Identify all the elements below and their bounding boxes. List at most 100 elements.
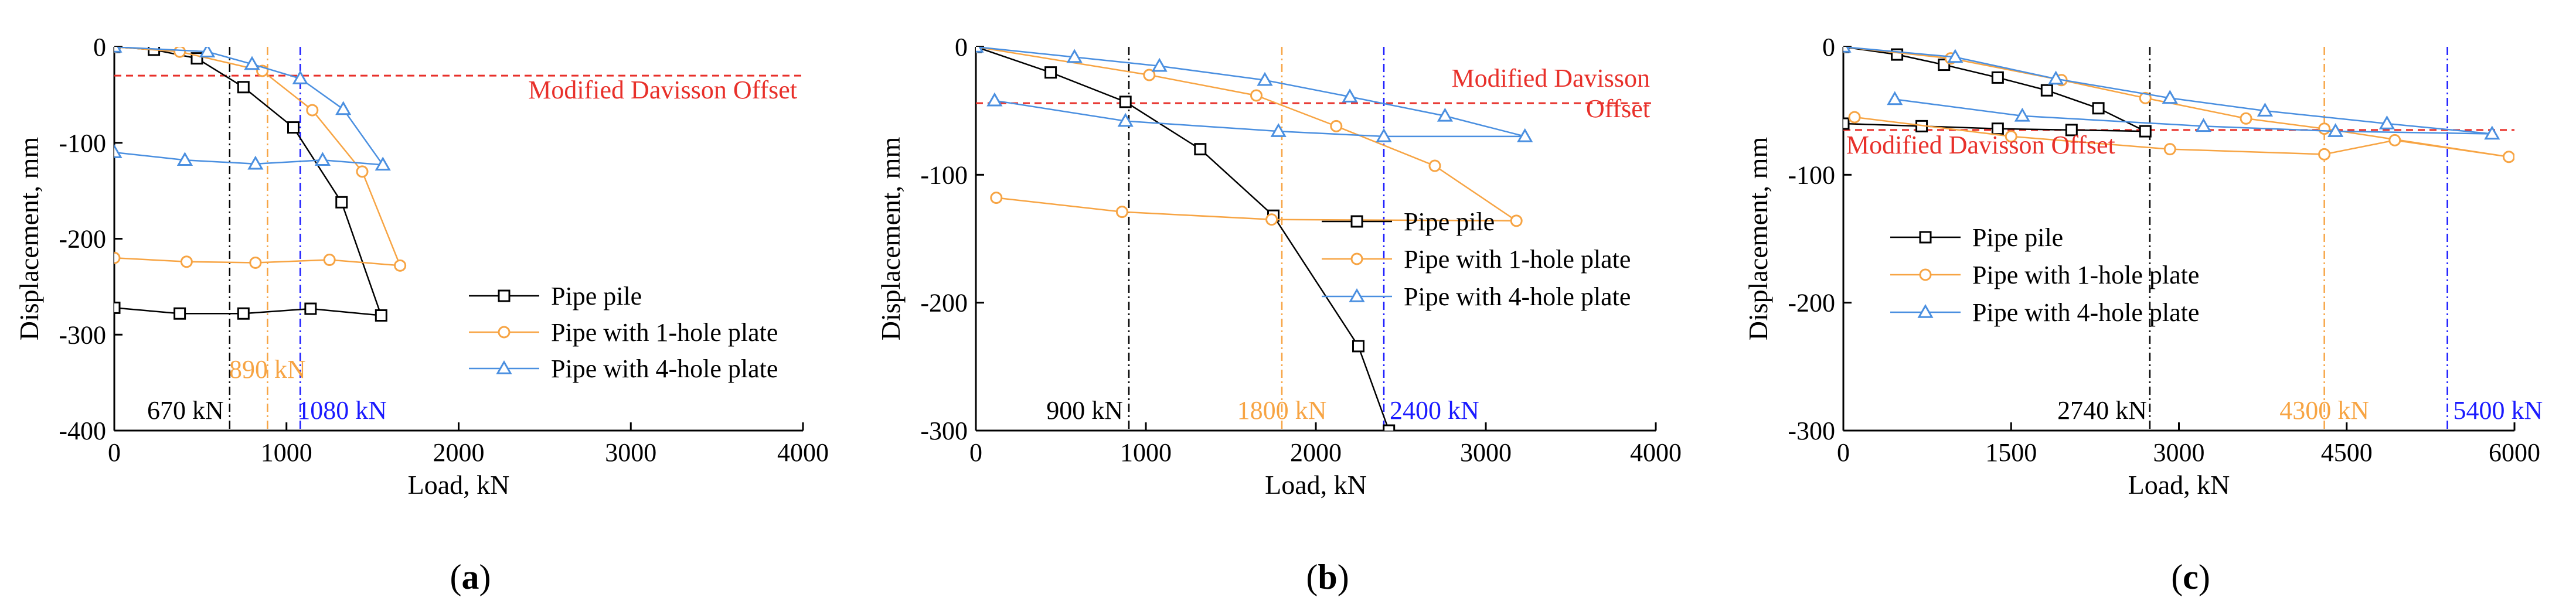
y-tick-label: -400 xyxy=(59,417,106,445)
y-tick-label: 0 xyxy=(1822,33,1835,62)
data-point xyxy=(335,101,352,115)
chart-panel-c: 0 1500 3000 4500 6000 0 -100 -200 -300 Load, kN Di… xyxy=(1743,33,2543,596)
y-tick-label: -300 xyxy=(59,320,106,349)
data-point xyxy=(2047,70,2064,85)
data-point xyxy=(1848,111,1861,124)
capacity-marker-label: 1800 kN xyxy=(1237,396,1327,425)
capacity-marker-label: 900 kN xyxy=(1046,396,1123,425)
x-tick-label: 0 xyxy=(1837,438,1850,467)
x-tick-label: 3000 xyxy=(605,438,656,467)
davisson-offset-label: Modified Davisson Offset xyxy=(1846,131,2115,159)
data-point xyxy=(335,196,348,209)
davisson-offset-label: Offset xyxy=(1586,94,1650,123)
data-point xyxy=(356,165,369,178)
legend-marker xyxy=(1919,231,1932,244)
y-tick-label: -100 xyxy=(59,129,106,158)
data-point xyxy=(1991,122,2004,135)
data-point xyxy=(199,47,216,57)
legend-marker xyxy=(1349,288,1365,302)
panel-label: (b) xyxy=(1306,558,1349,596)
x-axis-title: Load, kN xyxy=(1265,470,1367,500)
y-tick-label: -100 xyxy=(1788,161,1835,189)
legend-entry: Pipe pile xyxy=(551,282,642,310)
data-point xyxy=(2065,124,2078,136)
data-point xyxy=(1250,89,1263,102)
series-line-1 xyxy=(976,47,1519,222)
legend-entry: Pipe with 1-hole plate xyxy=(1404,245,1631,274)
data-point xyxy=(287,121,300,134)
chart-panel-b: 0 1000 2000 3000 4000 0 -100 -200 -300 Load, kN Di… xyxy=(876,33,1682,596)
data-point xyxy=(2388,134,2401,146)
y-tick-label: 0 xyxy=(93,33,106,62)
series-line-2 xyxy=(114,47,384,166)
data-point xyxy=(1117,112,1134,127)
capacity-marker-label: 2400 kN xyxy=(1390,396,1479,425)
data-point xyxy=(1352,340,1364,353)
capacity-marker-label: 5400 kN xyxy=(2454,396,2543,425)
data-point xyxy=(1119,95,1132,108)
capacity-marker-label: 1080 kN xyxy=(297,396,387,425)
legend-entry: Pipe with 4-hole plate xyxy=(1972,298,2199,327)
capacity-marker-label: 670 kN xyxy=(147,396,224,425)
series-group xyxy=(1843,47,2514,163)
legend-entry: Pipe pile xyxy=(1972,223,2063,252)
data-point xyxy=(2327,123,2344,137)
capacity-marker-label: 890 kN xyxy=(229,355,306,384)
data-point xyxy=(237,307,250,320)
x-tick-label: 2000 xyxy=(1290,438,1342,467)
data-point xyxy=(2005,130,2017,143)
data-point xyxy=(1383,424,1396,431)
x-tick-label: 1500 xyxy=(1985,438,2037,467)
data-point xyxy=(2318,122,2331,135)
data-point xyxy=(114,301,121,314)
y-tick-label: -300 xyxy=(920,417,968,445)
data-point xyxy=(1887,91,1903,105)
legend-marker xyxy=(1917,303,1934,318)
data-point xyxy=(180,255,193,268)
data-point xyxy=(1270,123,1287,137)
data-point xyxy=(2378,115,2395,129)
data-point xyxy=(2092,102,2105,115)
data-point xyxy=(1115,206,1128,219)
y-tick-label: 0 xyxy=(955,33,968,62)
data-point xyxy=(1044,66,1057,79)
x-axis-title: Load, kN xyxy=(408,470,510,500)
data-point xyxy=(176,152,193,166)
series-line-0 xyxy=(976,47,1390,431)
data-point xyxy=(114,144,122,158)
data-point xyxy=(2162,90,2178,104)
data-point xyxy=(990,192,1003,204)
data-point xyxy=(394,259,407,272)
x-tick-label: 6000 xyxy=(2489,438,2540,467)
legend-entry: Pipe with 1-hole plate xyxy=(551,318,778,347)
legend-entry: Pipe pile xyxy=(1404,207,1495,236)
davisson-offset-label: Modified Davisson Offset xyxy=(528,76,797,104)
series-group xyxy=(976,47,1533,431)
x-tick-label: 1000 xyxy=(261,438,312,467)
data-point xyxy=(306,104,319,117)
panel-label: (c) xyxy=(2171,558,2210,596)
data-point xyxy=(2502,151,2514,163)
data-point xyxy=(1066,49,1083,63)
davisson-offset-label: Modified Davisson xyxy=(1451,64,1650,93)
data-point xyxy=(1376,128,1392,142)
x-tick-label: 0 xyxy=(108,438,121,467)
legend-entry: Pipe with 1-hole plate xyxy=(1972,261,2199,289)
series-line-1 xyxy=(114,47,401,267)
y-tick-label: -300 xyxy=(1788,417,1835,445)
data-point xyxy=(249,256,262,269)
data-point xyxy=(1342,88,1358,103)
y-axis-title: Displacement, mm xyxy=(14,137,44,341)
data-point xyxy=(1991,71,2004,84)
y-tick-label: -200 xyxy=(920,289,968,318)
data-point xyxy=(244,56,260,70)
y-tick-label: -200 xyxy=(59,225,106,254)
x-tick-label: 0 xyxy=(969,438,982,467)
data-point xyxy=(237,81,250,94)
x-tick-label: 4000 xyxy=(777,438,829,467)
data-point xyxy=(1330,120,1343,132)
x-tick-label: 4500 xyxy=(2321,438,2373,467)
legend-marker xyxy=(498,289,511,302)
y-tick-label: -100 xyxy=(920,161,968,189)
